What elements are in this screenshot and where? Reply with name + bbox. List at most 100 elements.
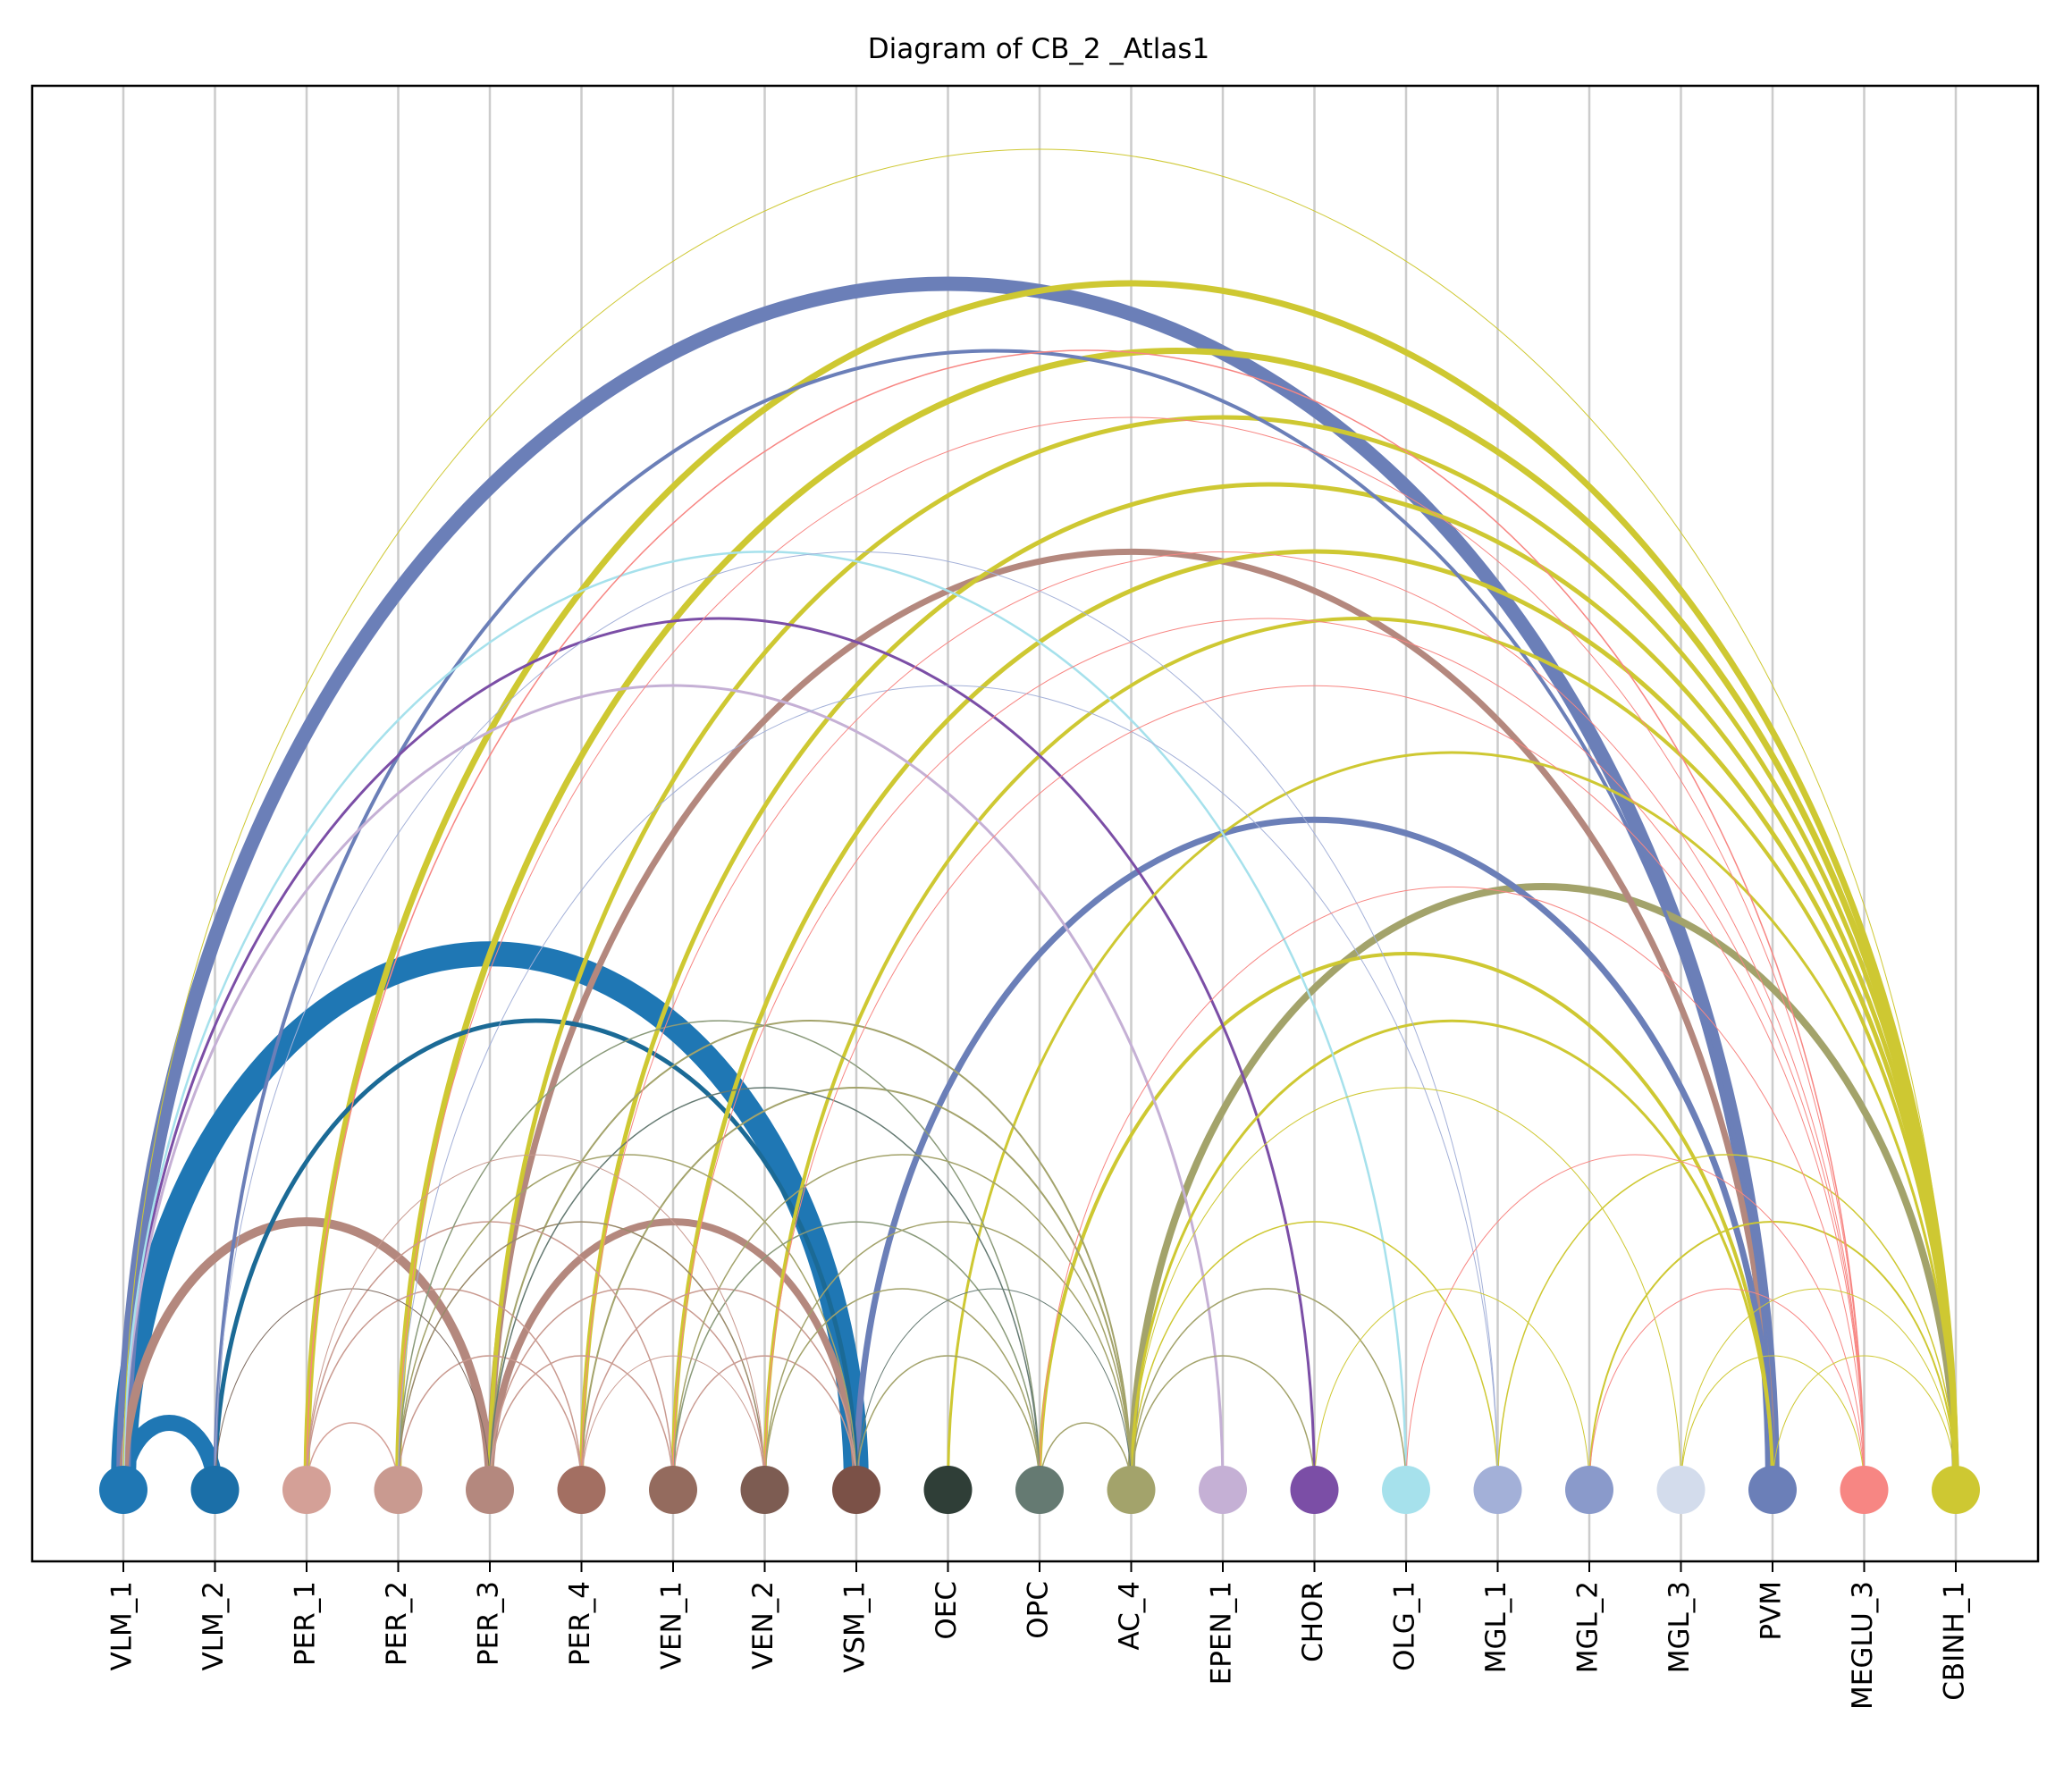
edge-arc-per-2-vsm-1	[397, 1154, 857, 1491]
edge-arc-ven-1-opc	[672, 1221, 1040, 1491]
tick-label-mgl-3: MGL_3	[1663, 1581, 1696, 1673]
node-olg-1	[1382, 1466, 1430, 1514]
node-ven-2	[740, 1466, 789, 1514]
tick-label-per-3: PER_3	[473, 1581, 505, 1666]
node-per-1	[282, 1466, 331, 1514]
edge-arc-ac-4-chor	[1130, 1355, 1316, 1491]
edge-arc-vlm-1-per-3	[119, 1217, 494, 1491]
node-ven-1	[649, 1466, 697, 1514]
node-chor	[1290, 1466, 1339, 1514]
node-markers	[99, 1466, 1980, 1514]
edge-arc-per-4-meglu-3	[581, 551, 1865, 1491]
edge-arc-ven-2-meglu-3	[764, 685, 1865, 1491]
tick-label-per-1: PER_1	[290, 1581, 322, 1666]
tick-label-opc: OPC	[1023, 1581, 1055, 1639]
edge-arc-vlm-2-vsm-1	[213, 1018, 859, 1491]
edge-arc-ven-2-cbinh-1	[762, 617, 1958, 1491]
edge-arc-per-3-pvm	[486, 548, 1776, 1491]
edge-arc-ac-4-pvm	[1130, 1019, 1774, 1491]
edge-arc-ac-4-mgl-3	[1131, 1087, 1681, 1491]
edge-arc-ac-4-mgl-1	[1130, 1221, 1499, 1491]
edge-arcs	[111, 148, 1959, 1491]
edge-arc-vlm-1-chor	[122, 617, 1316, 1491]
node-oec	[923, 1466, 973, 1514]
node-gridlines	[122, 86, 1958, 1561]
x-axis-ticks: VLM_1 VLM_2 PER_1 PER_2 PER_3 PER_4 VEN_1 VEN_2…	[106, 1561, 1971, 1710]
node-meglu-3	[1840, 1466, 1889, 1514]
edge-arc-mgl-1-cbinh-1	[1496, 1154, 1957, 1491]
tick-label-vsm-1: VSM_1	[839, 1581, 872, 1673]
edge-arc-per-1-meglu-3	[306, 349, 1866, 1491]
edge-arc-ven-2-ac-4	[763, 1221, 1133, 1491]
node-vsm-1	[832, 1466, 880, 1514]
tick-label-vlm-1: VLM_1	[106, 1581, 139, 1670]
edge-arc-vsm-1-ac-4	[855, 1288, 1132, 1491]
diagram-title: Diagram of CB_2 _Atlas1	[868, 33, 1209, 65]
edge-arc-per-4-ven-2	[581, 1355, 765, 1491]
tick-label-ac-4: AC_4	[1114, 1581, 1146, 1651]
edge-arc-per-3-ac-4	[489, 1020, 1133, 1491]
edge-arc-per-3-ven-1	[489, 1355, 674, 1491]
edge-arc-opc-ac-4	[1039, 1422, 1133, 1491]
node-epen-1	[1199, 1466, 1247, 1514]
edge-arc-per-2-opc	[397, 1020, 1040, 1491]
edge-arc-vlm-1-epen-1	[122, 684, 1225, 1491]
node-mgl-2	[1565, 1466, 1613, 1514]
edge-arc-ven-2-opc	[763, 1288, 1040, 1491]
node-mgl-1	[1473, 1466, 1522, 1514]
tick-label-cbinh-1: CBINH_1	[1939, 1581, 1971, 1701]
tick-label-per-2: PER_2	[381, 1581, 413, 1666]
edge-arc-vlm-2-pvm	[213, 349, 1774, 1491]
tick-label-mgl-2: MGL_2	[1572, 1581, 1605, 1673]
plot-frame	[30, 84, 2040, 1563]
tick-label-mgl-1: MGL_1	[1480, 1581, 1512, 1673]
edge-arc-per-1-cbinh-1	[303, 280, 1959, 1491]
edge-arc-per-3-cbinh-1	[487, 415, 1958, 1491]
node-pvm	[1748, 1466, 1797, 1514]
tick-label-olg-1: OLG_1	[1389, 1581, 1421, 1671]
edge-arc-vlm-1-cbinh-1	[122, 148, 1957, 1491]
edge-arc-mgl-3-meglu-3	[1680, 1355, 1865, 1491]
tick-label-ven-2: VEN_2	[747, 1581, 779, 1669]
edge-arc-mgl-2-meglu-3	[1588, 1288, 1865, 1491]
tick-label-epen-1: EPEN_1	[1206, 1581, 1238, 1685]
node-cbinh-1	[1932, 1466, 1980, 1514]
edge-arc-per-2-cbinh-1	[395, 347, 1959, 1491]
tick-label-vlm-2: VLM_2	[198, 1581, 230, 1670]
edge-arc-per-2-per-4	[397, 1355, 583, 1491]
edge-arc-olg-1-meglu-3	[1405, 1154, 1865, 1491]
tick-label-oec: OEC	[931, 1581, 963, 1640]
edge-arc-vlm-1-pvm	[116, 276, 1780, 1491]
node-ac-4	[1107, 1466, 1156, 1514]
tick-label-meglu-3: MEGLU_3	[1847, 1581, 1879, 1710]
edge-arc-ven-1-meglu-3	[672, 618, 1865, 1491]
edge-arc-vsm-1-opc	[855, 1355, 1040, 1491]
edge-arc-per-2-mgl-1	[398, 685, 1498, 1491]
edge-arc-pvm-cbinh-1	[1772, 1355, 1957, 1491]
node-mgl-3	[1656, 1466, 1706, 1514]
node-opc	[1015, 1466, 1064, 1514]
edge-arc-per-1-ven-2	[306, 1154, 765, 1491]
edge-arc-vlm-1-olg-1	[122, 550, 1408, 1491]
edge-arc-ven-1-ac-4	[672, 1154, 1133, 1491]
node-per-3	[466, 1466, 514, 1514]
edge-arc-ac-4-cbinh-1	[1127, 883, 1959, 1491]
edge-arc-per-4-ac-4	[580, 1087, 1133, 1491]
edge-arc-opc-meglu-3	[1039, 886, 1865, 1491]
node-vlm-2	[190, 1466, 240, 1514]
edge-arc-ven-1-cbinh-1	[670, 549, 1958, 1491]
tick-label-ven-1: VEN_1	[656, 1581, 688, 1669]
edge-arc-per-3-ven-2	[489, 1288, 766, 1491]
edge-arc-per-4-cbinh-1	[579, 482, 1958, 1491]
edge-arc-per-2-ven-2	[397, 1221, 766, 1491]
edge-arc-per-2-meglu-3	[398, 416, 1865, 1491]
edge-arc-ven-1-vsm-1	[672, 1355, 857, 1491]
edge-arc-vsm-1-pvm	[853, 816, 1776, 1491]
edge-arc-ac-4-olg-1	[1130, 1288, 1407, 1491]
tick-label-chor: CHOR	[1297, 1581, 1329, 1662]
node-per-2	[374, 1466, 423, 1514]
tick-label-per-4: PER_4	[564, 1581, 596, 1666]
edge-arc-per-3-opc	[489, 1087, 1040, 1491]
node-per-4	[557, 1466, 606, 1514]
